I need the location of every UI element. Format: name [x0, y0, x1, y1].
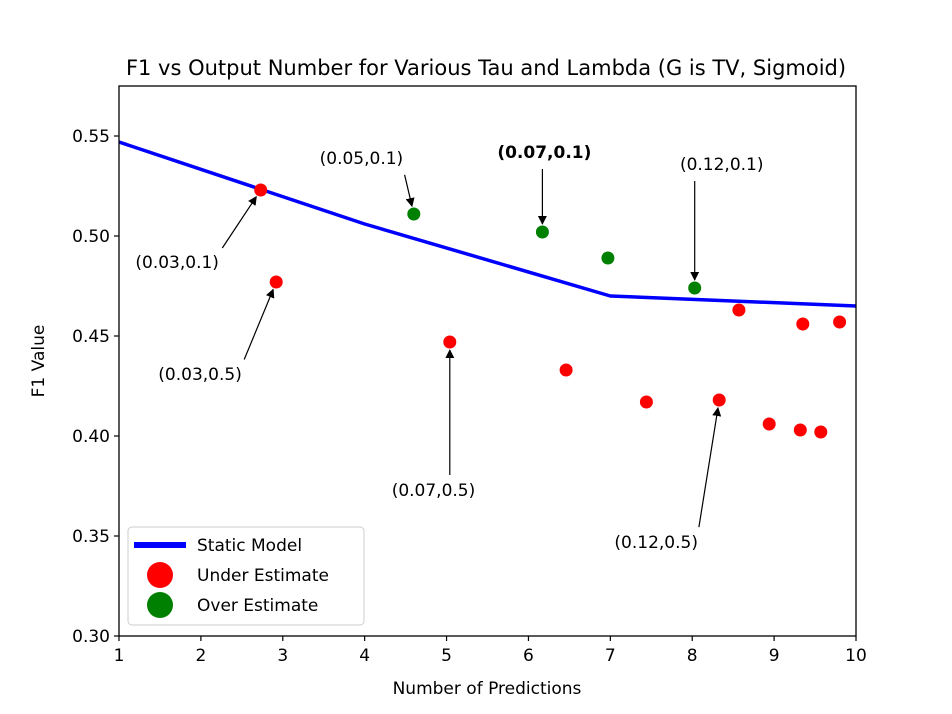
y-tick-label: 0.40: [72, 427, 110, 447]
annotation-label: (0.03,0.5): [158, 365, 242, 385]
y-tick-label: 0.45: [72, 327, 110, 347]
y-axis-label: F1 Value: [29, 325, 49, 398]
y-tick-label: 0.55: [72, 127, 110, 147]
annotation-label: (0.07,0.5): [392, 481, 476, 501]
annotation-label: (0.03,0.1): [135, 253, 219, 273]
x-tick-label: 7: [605, 646, 616, 666]
under-estimate-point: [269, 275, 283, 289]
x-tick-label: 8: [687, 646, 698, 666]
x-tick-label: 9: [769, 646, 780, 666]
annotation-arrow: [698, 407, 722, 528]
annotation-arrow: [221, 195, 257, 249]
annotation-label: (0.12,0.1): [680, 155, 764, 175]
over-estimate-point: [688, 281, 702, 295]
under-estimate-point: [732, 303, 746, 317]
annotation-arrow: [243, 288, 275, 360]
x-tick-label: 2: [195, 646, 206, 666]
x-tick-label: 5: [441, 646, 452, 666]
over-estimate-point: [535, 225, 549, 239]
chart-title: F1 vs Output Number for Various Tau and …: [126, 56, 846, 80]
legend-static-model-label: Static Model: [197, 536, 302, 556]
legend-frame: [127, 526, 365, 626]
under-estimate-point: [833, 315, 847, 329]
x-tick-label: 3: [277, 646, 288, 666]
annotation-label: (0.05,0.1): [320, 149, 404, 169]
over-estimate-point: [407, 207, 421, 221]
under-estimate-point: [712, 393, 726, 407]
y-tick-label: 0.30: [72, 627, 110, 647]
x-axis-label: Number of Predictions: [393, 679, 582, 699]
under-estimate-point: [814, 425, 828, 439]
under-estimate-point: [793, 423, 807, 437]
legend-over-estimate-label: Over Estimate: [197, 596, 318, 616]
under-estimate-point: [639, 395, 653, 409]
plot-frame: [118, 85, 857, 637]
under-estimate-point: [443, 335, 457, 349]
x-tick-label: 4: [359, 646, 370, 666]
x-tick-label: 10: [845, 646, 867, 666]
static-model-line: [118, 140, 857, 308]
legend-under-estimate-label: Under Estimate: [197, 566, 329, 586]
legend-under-estimate-swatch: [147, 562, 173, 588]
legend-over-estimate-swatch: [147, 592, 173, 618]
annotation-arrow: [404, 174, 415, 208]
annotation-label: (0.12,0.5): [614, 533, 698, 553]
y-tick-label: 0.35: [72, 527, 110, 547]
legend: Static Model Under Estimate Over Estimat…: [127, 526, 365, 626]
x-tick-label: 6: [523, 646, 534, 666]
x-tick-label: 1: [114, 646, 125, 666]
under-estimate-point: [796, 317, 810, 331]
under-estimate-point: [762, 417, 776, 431]
annotation-label: (0.07,0.1): [497, 143, 591, 163]
over-estimate-point: [601, 251, 615, 265]
y-tick-label: 0.50: [72, 227, 110, 247]
under-estimate-point: [254, 183, 268, 197]
under-estimate-point: [559, 363, 573, 377]
